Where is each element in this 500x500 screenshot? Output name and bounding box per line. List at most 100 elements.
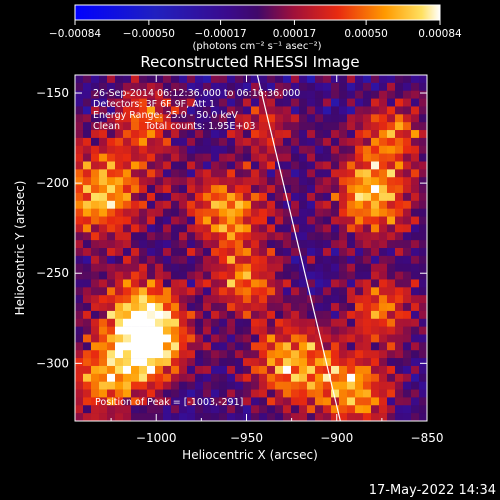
heatmap-cell: [99, 137, 108, 147]
heatmap-cell: [307, 216, 316, 225]
heatmap-cell: [379, 145, 388, 154]
heatmap-cell: [371, 145, 380, 154]
heatmap-cell: [75, 350, 84, 359]
heatmap-cell: [291, 295, 300, 304]
heatmap-cell: [355, 192, 364, 202]
heatmap-cell: [155, 82, 164, 92]
heatmap-cell: [131, 413, 140, 422]
heatmap-cell: [403, 145, 412, 154]
heatmap-cell: [371, 208, 380, 217]
heatmap-cell: [403, 208, 412, 217]
heatmap-cell: [139, 216, 148, 225]
heatmap-cell: [227, 279, 236, 288]
heatmap-cell: [379, 200, 388, 209]
heatmap-cell: [291, 82, 300, 92]
plot-frame: [74, 74, 428, 422]
heatmap-cell: [419, 114, 428, 123]
heatmap-cell: [283, 153, 292, 162]
heatmap-cell: [387, 224, 396, 233]
heatmap-cell: [107, 318, 116, 327]
heatmap-cell: [155, 98, 164, 107]
heatmap-cell: [411, 177, 420, 186]
heatmap-cell: [299, 90, 308, 99]
heatmap-cell: [211, 350, 220, 359]
heatmap-cell: [147, 310, 156, 320]
heatmap-cell: [219, 192, 228, 202]
heatmap-cell: [155, 334, 164, 343]
heatmap-cell: [147, 373, 156, 382]
heatmap-cell: [251, 216, 260, 225]
heatmap-cell: [219, 106, 228, 115]
heatmap-cell: [75, 161, 84, 170]
heatmap-cell: [251, 326, 260, 335]
heatmap-cell: [195, 248, 204, 257]
heatmap-cell: [123, 263, 132, 272]
heatmap-cell: [243, 248, 252, 257]
heatmap-cell: [147, 192, 156, 202]
heatmap-cell: [411, 185, 420, 194]
heatmap-cell: [131, 153, 140, 162]
heatmap-cell: [347, 106, 356, 115]
heatmap-cell: [419, 350, 428, 359]
heatmap-cell: [387, 271, 396, 280]
heatmap-cell: [99, 326, 108, 335]
heatmap-cell: [283, 263, 292, 272]
heatmap-cell: [403, 381, 412, 390]
heatmap-cell: [347, 318, 356, 327]
heatmap-cell: [307, 185, 316, 194]
heatmap-cell: [83, 114, 92, 123]
heatmap-cell: [411, 334, 420, 343]
heatmap-cell: [131, 122, 140, 131]
heatmap-cell: [299, 153, 308, 162]
heatmap-cell: [187, 389, 196, 398]
heatmap-cell: [331, 279, 340, 288]
heatmap-cell: [195, 216, 204, 225]
heatmap-cell: [195, 177, 204, 186]
heatmap-cell: [347, 208, 356, 217]
heatmap-cell: [331, 90, 340, 99]
heatmap-cell: [259, 358, 268, 367]
heatmap-cell: [227, 145, 236, 154]
heatmap-cell: [99, 224, 108, 233]
heatmap-cell: [131, 334, 140, 343]
heatmap-cell: [251, 303, 260, 312]
colorbar: −0.00084 −0.00050 −0.00017 0.00017 0.00050 0.…: [49, 4, 462, 52]
heatmap-cell: [123, 145, 132, 154]
heatmap-cell: [147, 200, 156, 209]
heatmap-cell: [307, 169, 316, 178]
heatmap-cell: [131, 114, 140, 123]
heatmap-cell: [251, 373, 260, 382]
heatmap-cell: [355, 106, 364, 115]
heatmap-cell: [267, 271, 276, 280]
heatmap-cell: [299, 169, 308, 178]
heatmap-cell: [371, 326, 380, 335]
heatmap-cell: [219, 342, 228, 351]
heatmap-cell: [379, 90, 388, 99]
heatmap-cell: [83, 255, 92, 265]
heatmap-cell: [179, 295, 188, 304]
heatmap-cell: [323, 365, 332, 375]
heatmap-cell: [171, 90, 180, 99]
heatmap-cell: [267, 216, 276, 225]
heatmap-cell: [115, 82, 124, 92]
heatmap-cell: [371, 334, 380, 343]
heatmap-cell: [339, 295, 348, 304]
heatmap-cell: [411, 381, 420, 390]
heatmap-cell: [195, 397, 204, 406]
heatmap-cell: [299, 106, 308, 115]
heatmap-cell: [283, 224, 292, 233]
heatmap-cell: [83, 185, 92, 194]
heatmap-cell: [115, 216, 124, 225]
heatmap-cell: [323, 200, 332, 209]
heatmap-cell: [163, 114, 172, 123]
heatmap-cell: [75, 358, 84, 367]
heatmap-cell: [331, 271, 340, 280]
heatmap-cell: [155, 358, 164, 367]
heatmap-cell: [203, 106, 212, 115]
heatmap-cell: [283, 397, 292, 406]
heatmap-cell: [171, 397, 180, 406]
heatmap-cell: [123, 130, 132, 139]
heatmap-cell: [371, 232, 380, 241]
heatmap-cell: [115, 287, 124, 296]
heatmap-cell: [115, 295, 124, 304]
